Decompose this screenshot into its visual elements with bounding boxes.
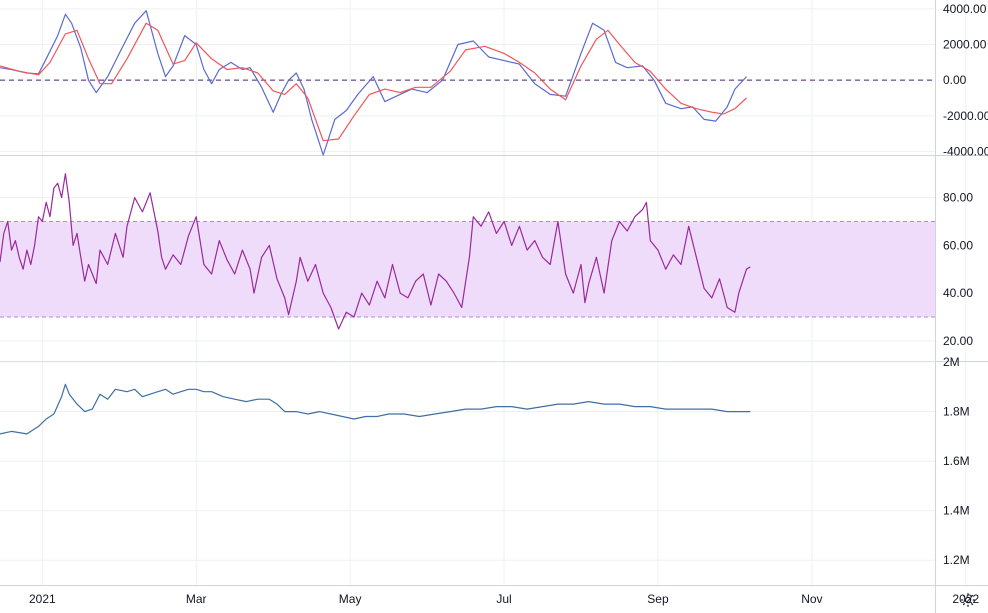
price-axis-label: 40.00: [943, 286, 973, 300]
price-axis-label: 1.6M: [943, 454, 970, 468]
price-axis-label: 1.2M: [943, 553, 970, 567]
price-axis-label: 0.00: [943, 73, 967, 87]
price-axis-label: 20.00: [943, 334, 973, 348]
chart-settings-button[interactable]: [958, 590, 978, 610]
price-axis-label: -2000.00: [943, 109, 988, 123]
price-axis-label: 4000.00: [943, 2, 987, 16]
price-axis-label: 2M: [943, 355, 960, 369]
price-axis: 4000.00 2000.00 0.00 -2000.00 -4000.00 80.00 6…: [943, 2, 988, 567]
time-axis-label: 2021: [29, 592, 56, 606]
price-axis-label: 60.00: [943, 238, 973, 252]
fast-series-line: [0, 10, 747, 156]
time-axis-label: May: [339, 592, 362, 606]
price-axis-label: 1.4M: [943, 504, 970, 518]
time-axis: 2021 Mar May Jul Sep Nov 2022: [29, 592, 979, 606]
time-axis-label: Mar: [186, 592, 207, 606]
price-axis-label: -4000.00: [943, 144, 988, 158]
volume-pane: [0, 383, 751, 435]
time-axis-label: Nov: [801, 592, 822, 606]
rsi-series-line: [0, 173, 751, 330]
rsi-pane: [0, 173, 935, 330]
time-axis-label: Jul: [496, 592, 511, 606]
gear-icon: [961, 593, 975, 607]
price-axis-label: 1.8M: [943, 405, 970, 419]
slow-series-line: [0, 22, 747, 142]
price-axis-label: 80.00: [943, 191, 973, 205]
volume-series-line: [0, 383, 751, 435]
macd-pane: [0, 10, 935, 156]
price-axis-label: 2000.00: [943, 38, 987, 52]
time-axis-label: Sep: [647, 592, 669, 606]
